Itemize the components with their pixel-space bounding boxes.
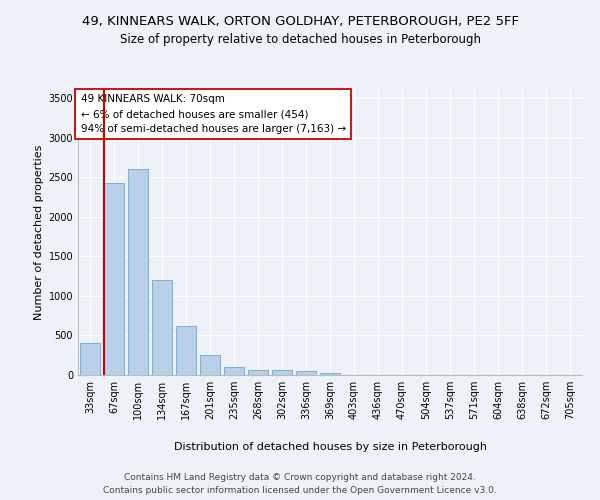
Bar bbox=[320, 372, 340, 375]
Bar bbox=[272, 370, 292, 375]
Bar bbox=[104, 184, 124, 375]
Bar bbox=[128, 169, 148, 375]
Text: Distribution of detached houses by size in Peterborough: Distribution of detached houses by size … bbox=[173, 442, 487, 452]
Text: 49, KINNEARS WALK, ORTON GOLDHAY, PETERBOROUGH, PE2 5FF: 49, KINNEARS WALK, ORTON GOLDHAY, PETERB… bbox=[82, 15, 518, 28]
Bar bbox=[200, 355, 220, 375]
Text: Contains public sector information licensed under the Open Government Licence v3: Contains public sector information licen… bbox=[103, 486, 497, 495]
Bar bbox=[224, 366, 244, 375]
Y-axis label: Number of detached properties: Number of detached properties bbox=[34, 145, 44, 320]
Bar bbox=[80, 344, 100, 375]
Text: Contains HM Land Registry data © Crown copyright and database right 2024.: Contains HM Land Registry data © Crown c… bbox=[124, 472, 476, 482]
Bar bbox=[296, 370, 316, 375]
Text: 49 KINNEARS WALK: 70sqm
← 6% of detached houses are smaller (454)
94% of semi-de: 49 KINNEARS WALK: 70sqm ← 6% of detached… bbox=[80, 94, 346, 134]
Text: Size of property relative to detached houses in Peterborough: Size of property relative to detached ho… bbox=[119, 32, 481, 46]
Bar bbox=[176, 326, 196, 375]
Bar bbox=[248, 370, 268, 375]
Bar bbox=[152, 280, 172, 375]
